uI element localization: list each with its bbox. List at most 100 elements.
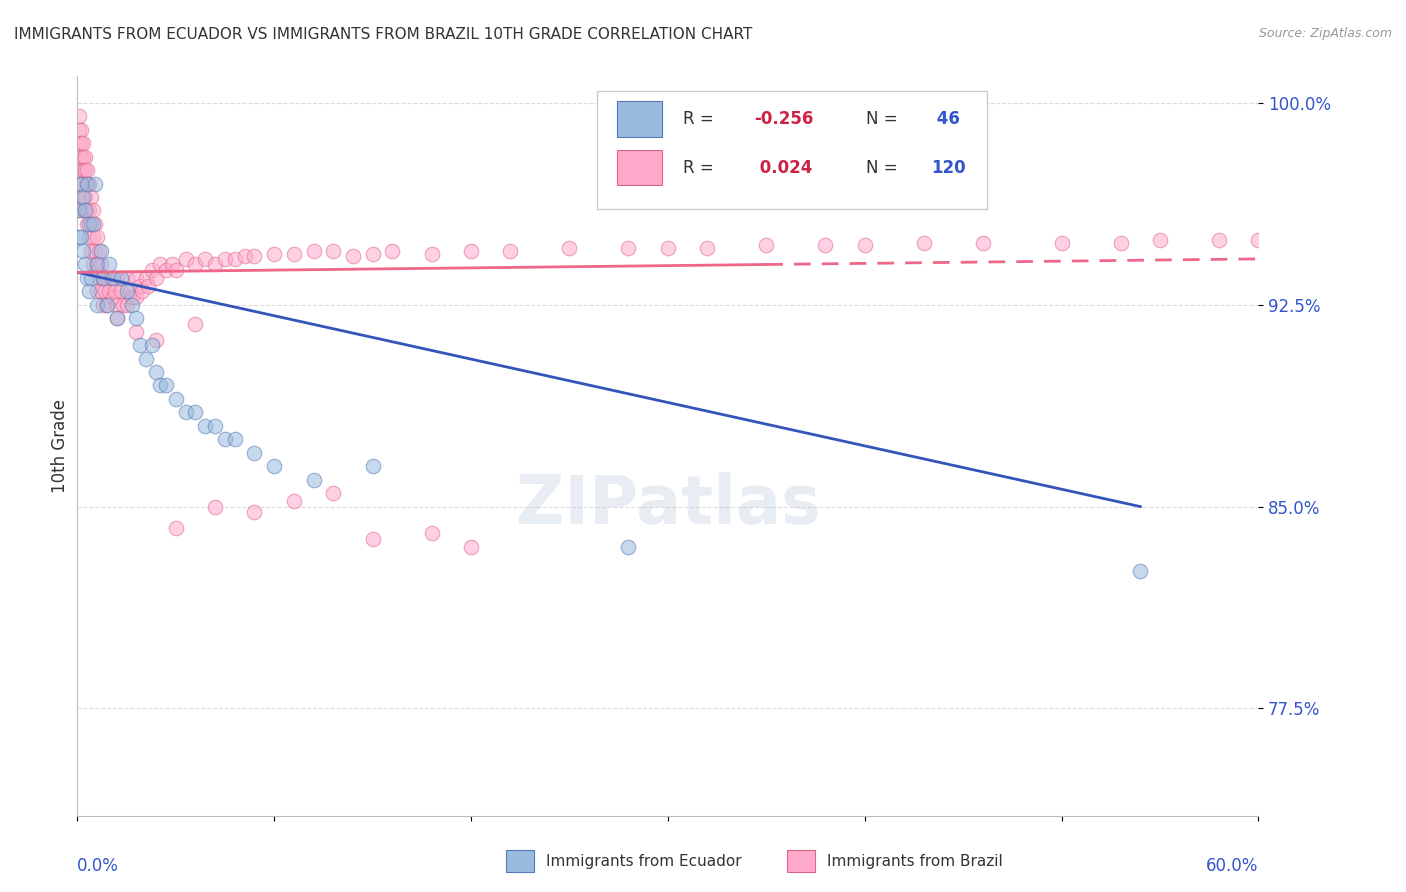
- Point: [82, 203, 104, 218]
- Point: [67, 203, 90, 218]
- Point: [129, 278, 152, 293]
- Point: [657, 241, 679, 255]
- Point: [125, 325, 148, 339]
- Point: [184, 405, 207, 419]
- Point: [90, 284, 112, 298]
- FancyBboxPatch shape: [598, 91, 987, 209]
- Text: Source: ZipAtlas.com: Source: ZipAtlas.com: [1258, 27, 1392, 40]
- Point: [76, 203, 98, 218]
- Point: [342, 249, 364, 263]
- Text: Immigrants from Brazil: Immigrants from Brazil: [827, 854, 1002, 869]
- Point: [91, 298, 114, 312]
- Point: [104, 284, 127, 298]
- Point: [141, 338, 163, 352]
- Point: [912, 235, 935, 250]
- Point: [75, 203, 97, 218]
- Point: [617, 540, 640, 554]
- Point: [72, 150, 94, 164]
- Point: [80, 244, 103, 258]
- Point: [243, 249, 266, 263]
- Text: 0.024: 0.024: [754, 159, 813, 177]
- Text: R =: R =: [683, 159, 714, 177]
- Y-axis label: 10th Grade: 10th Grade: [51, 399, 69, 493]
- Point: [105, 311, 128, 326]
- Point: [72, 190, 94, 204]
- Point: [100, 270, 122, 285]
- Point: [233, 249, 256, 263]
- Point: [96, 298, 118, 312]
- Point: [67, 190, 90, 204]
- Point: [80, 190, 103, 204]
- Point: [72, 244, 94, 258]
- Point: [105, 270, 128, 285]
- Point: [131, 284, 153, 298]
- Text: ZIPatlas: ZIPatlas: [516, 472, 820, 538]
- Point: [76, 270, 98, 285]
- Point: [814, 238, 837, 252]
- Point: [75, 163, 97, 178]
- Point: [1149, 233, 1171, 247]
- Point: [125, 289, 148, 303]
- Point: [70, 230, 93, 244]
- Point: [420, 246, 443, 260]
- Point: [94, 284, 117, 298]
- Point: [84, 244, 107, 258]
- Point: [302, 244, 325, 258]
- Point: [97, 257, 120, 271]
- Point: [972, 235, 994, 250]
- Point: [243, 505, 266, 519]
- Point: [72, 203, 94, 218]
- Point: [76, 177, 98, 191]
- Text: 120: 120: [931, 159, 966, 177]
- Point: [125, 311, 148, 326]
- Point: [77, 177, 100, 191]
- Point: [194, 252, 217, 266]
- Point: [755, 238, 778, 252]
- Point: [72, 136, 94, 150]
- Point: [204, 418, 226, 433]
- Point: [696, 241, 718, 255]
- Point: [263, 459, 285, 474]
- Point: [101, 270, 124, 285]
- Point: [97, 284, 120, 298]
- Point: [1050, 235, 1073, 250]
- Point: [105, 311, 128, 326]
- Point: [105, 298, 128, 312]
- Point: [70, 150, 93, 164]
- Point: [86, 257, 108, 271]
- Point: [76, 217, 98, 231]
- Point: [149, 257, 172, 271]
- Point: [361, 459, 384, 474]
- Point: [135, 270, 157, 285]
- Point: [121, 298, 143, 312]
- Text: N =: N =: [866, 110, 898, 128]
- Point: [853, 238, 876, 252]
- Point: [82, 217, 104, 231]
- Point: [129, 338, 152, 352]
- Point: [96, 270, 118, 285]
- Point: [165, 262, 187, 277]
- Text: IMMIGRANTS FROM ECUADOR VS IMMIGRANTS FROM BRAZIL 10TH GRADE CORRELATION CHART: IMMIGRANTS FROM ECUADOR VS IMMIGRANTS FR…: [14, 27, 752, 42]
- Point: [70, 177, 93, 191]
- Point: [77, 217, 100, 231]
- Point: [283, 246, 305, 260]
- Point: [90, 257, 112, 271]
- Point: [243, 446, 266, 460]
- Point: [67, 136, 90, 150]
- Text: 46: 46: [931, 110, 960, 128]
- Point: [184, 317, 207, 331]
- Point: [76, 163, 98, 178]
- Point: [149, 378, 172, 392]
- Point: [82, 230, 104, 244]
- Point: [72, 163, 94, 178]
- Point: [361, 532, 384, 546]
- Point: [204, 500, 226, 514]
- Point: [101, 289, 124, 303]
- Text: 0.0%: 0.0%: [77, 857, 120, 875]
- Point: [214, 252, 236, 266]
- Point: [165, 521, 187, 535]
- Point: [1208, 233, 1230, 247]
- Point: [121, 289, 143, 303]
- Point: [174, 252, 197, 266]
- Point: [145, 365, 167, 379]
